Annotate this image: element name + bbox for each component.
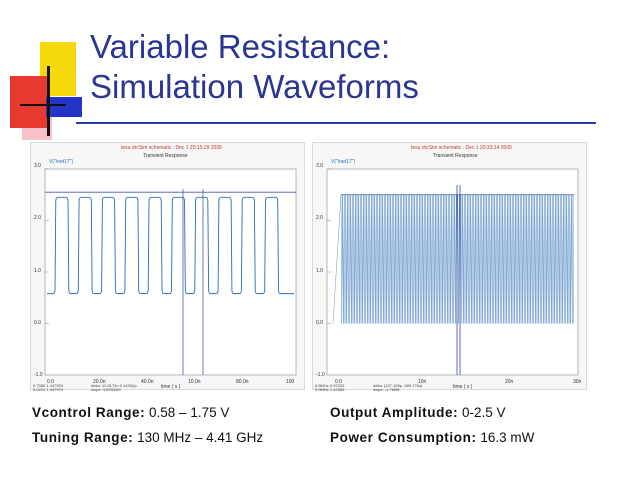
footer-readout: 0.8MHz 0.97333 [315,383,345,388]
sim-header: tesu drcSim schematic : Dec 1 20:15:29 2… [121,145,222,151]
x-tick: 10n [418,379,427,385]
y-tick: 0.0 [34,320,41,326]
sim-legend: V("/net17") [49,159,74,165]
footer-readout: 0.7385 1.447903 [33,383,64,388]
sim-legend: V("/net17") [331,159,356,165]
x-tick: 10.0n [188,379,201,385]
y-tick: 1.0 [316,268,323,274]
x-tick: 80.0n [236,379,249,385]
title-underline [76,122,596,124]
spec-amplitude: Output Amplitude: 0-2.5 V [330,403,630,422]
y-tick: -1.0 [316,372,325,378]
sim-subtitle: Transient Response [143,153,188,159]
spec-label: Vcontrol Range: [32,405,146,420]
spec-value: 130 MHz – 4.41 GHz [137,430,264,445]
y-tick: 3.0 [316,163,323,169]
x-tick: 40.0n [141,379,154,385]
spec-tuning: Tuning Range: 130 MHz – 4.41 GHz [32,428,292,447]
x-tick: 0.0 [335,379,342,385]
footer-readout: slope: 3.60331M [91,387,121,392]
footer-readout: delta: (227.198p -389.776u) [373,383,423,388]
spec-label: Power Consumption: [330,430,477,445]
footer-readout: slope: -1.7M08 [373,387,400,392]
plot-frame [44,168,297,376]
footer-readout: 0.0224 1.447973 [33,387,64,392]
spec-label: Output Amplitude: [330,405,459,420]
x-tick: 0.0 [47,379,54,385]
x-axis-label: time ( s ) [453,384,473,390]
waveform-trace [47,196,294,295]
deco-square-red [10,76,50,128]
waveform-screenshot-right: tesu drcSim schematic : Dec 1 20:33:14 2… [312,142,587,392]
x-tick: 30n [573,379,582,385]
x-tick: 100 [286,379,295,385]
x-axis-label: time ( s ) [161,384,181,390]
y-tick: 0.0 [316,320,323,326]
spec-power: Power Consumption: 16.3 mW [330,428,630,447]
slide-title-line1: Variable Resistance: [90,28,391,65]
footer-readout: delta: 12.8173n 0.1452(s) [91,383,137,388]
y-tick: -1.0 [34,372,43,378]
spec-vcontrol: Vcontrol Range: 0.58 – 1.75 V [32,403,292,422]
waveform-screenshot-left: tesu drcSim schematic : Dec 1 20:15:29 2… [30,142,305,392]
waveform-plot-right [326,168,579,376]
deco-square-blue [46,97,82,117]
sim-subtitle: Transient Response [433,153,478,159]
sim-header: tesu drcSim schematic : Dec 1 20:33:14 2… [411,145,512,151]
waveform-plot-left [44,168,297,376]
slide-title: Variable Resistance: Simulation Waveform… [90,27,419,107]
x-tick: 20.0n [93,379,106,385]
footer-readout: 0.9MHz 1.42383 [315,387,345,392]
spec-value: 0.58 – 1.75 V [149,405,230,420]
y-tick: 1.0 [34,268,41,274]
deco-vertical-line [47,66,50,136]
spec-label: Tuning Range: [32,430,134,445]
x-tick: 20n [505,379,514,385]
spec-value: 16.3 mW [480,430,535,445]
y-tick: 2.0 [34,215,41,221]
slide-title-line2: Simulation Waveforms [90,68,419,105]
y-tick: 2.0 [316,215,323,221]
y-tick: 3.0 [34,163,41,169]
deco-horizontal-line [20,104,66,106]
spec-value: 0-2.5 V [461,405,506,420]
